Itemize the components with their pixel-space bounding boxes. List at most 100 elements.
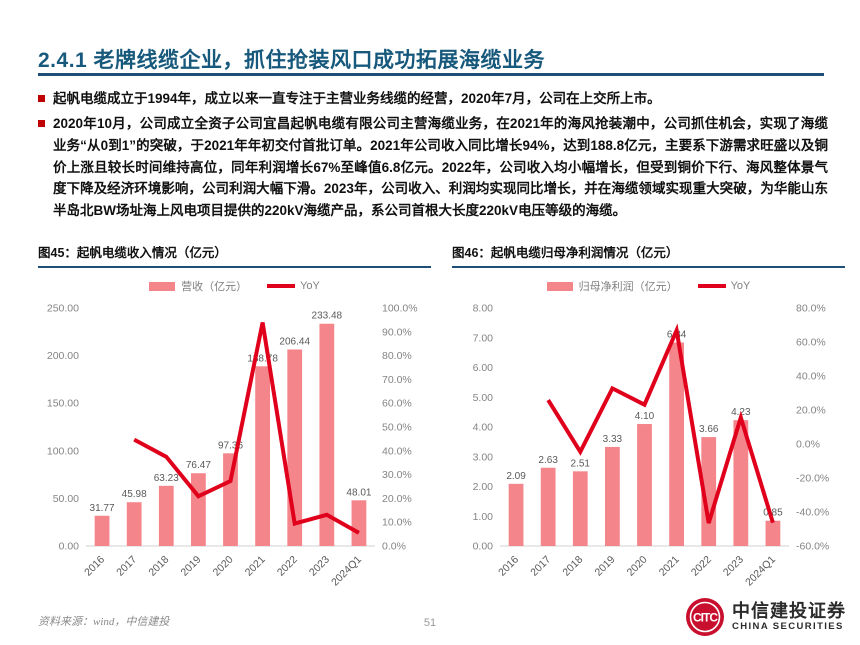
svg-text:150.00: 150.00 [47, 398, 79, 410]
brand-name-cn: 中信建投证券 [732, 600, 846, 621]
bullet-marker-icon [38, 119, 45, 127]
legend-line-swatch-icon [697, 284, 726, 288]
svg-text:50.00: 50.00 [53, 493, 79, 505]
svg-text:2019: 2019 [593, 554, 618, 579]
svg-text:3.00: 3.00 [473, 451, 494, 463]
svg-text:3.66: 3.66 [699, 424, 719, 435]
svg-text:60.0%: 60.0% [382, 398, 412, 410]
svg-text:2022: 2022 [275, 554, 300, 579]
svg-text:70.0%: 70.0% [382, 374, 412, 386]
svg-text:2.51: 2.51 [571, 458, 591, 469]
svg-text:250.00: 250.00 [47, 303, 79, 315]
svg-text:2.00: 2.00 [473, 481, 494, 493]
svg-text:2023: 2023 [307, 554, 332, 579]
svg-text:48.01: 48.01 [346, 487, 371, 498]
svg-text:40.0%: 40.0% [796, 371, 826, 383]
svg-text:2021: 2021 [243, 554, 268, 579]
svg-text:0.00: 0.00 [473, 541, 494, 553]
svg-text:4.00: 4.00 [473, 422, 494, 434]
bullet-marker-icon [38, 95, 45, 102]
bullet-item: 2020年10月，公司成立全资子公司宜昌起帆电缆有限公司主营海缆业务，在2021… [38, 113, 828, 222]
chart-legend: 营收（亿元） YoY [38, 278, 431, 294]
page-number: 51 [423, 617, 437, 629]
brand-name-en: CHINA SECURITIES [732, 621, 844, 633]
svg-text:0.85: 0.85 [763, 508, 783, 519]
svg-text:6.00: 6.00 [473, 362, 494, 374]
bullet-item: 起帆电缆成立于1994年，成立以来一直专注于主营业务线缆的经营，2020年7月，… [38, 88, 828, 110]
page-title: 2.4.1 老牌线缆企业，抓住抢装风口成功拓展海缆业务 [38, 49, 546, 73]
svg-text:60.0%: 60.0% [796, 337, 826, 349]
svg-text:2022: 2022 [689, 554, 714, 579]
bullet-text: 起帆电缆成立于1994年，成立以来一直专注于主营业务线缆的经营，2020年7月，… [53, 91, 661, 106]
bullet-text: 2020年10月，公司成立全资子公司宜昌起帆电缆有限公司主营海缆业务，在2021… [53, 115, 828, 219]
svg-text:-40.0%: -40.0% [796, 507, 829, 519]
svg-text:90.0%: 90.0% [382, 326, 412, 338]
svg-text:2018: 2018 [146, 554, 171, 579]
net-profit-chart: 0.00 1.00 2.00 3.00 4.00 5.00 6.00 7.00 8.00 -60.… [473, 303, 830, 589]
svg-text:20.0%: 20.0% [382, 493, 412, 505]
svg-text:2016: 2016 [82, 554, 107, 579]
legend-bar-swatch-icon [149, 281, 176, 291]
svg-text:63.23: 63.23 [154, 473, 179, 484]
svg-text:3.33: 3.33 [603, 434, 623, 445]
svg-text:7.00: 7.00 [473, 332, 494, 344]
svg-text:2018: 2018 [560, 554, 585, 579]
svg-text:-20.0%: -20.0% [796, 473, 829, 485]
legend-label: YoY [730, 280, 751, 292]
brand-text: 中信建投证券 CHINA SECURITIES [732, 600, 846, 633]
svg-text:233.48: 233.48 [312, 311, 343, 322]
svg-text:2019: 2019 [179, 554, 204, 579]
svg-text:0.0%: 0.0% [382, 541, 406, 553]
svg-text:31.77: 31.77 [90, 503, 115, 514]
svg-text:CITC: CITC [693, 611, 718, 625]
charts-row: 图45：起帆电缆收入情况（亿元） 营收（亿元） YoY 0.00 50.00 100… [38, 240, 845, 596]
svg-text:188.78: 188.78 [247, 353, 278, 364]
net-profit-chart-panel: 图46：起帆电缆归母净利润情况（亿元） 归母净利润（亿元） YoY 0.00 1.… [452, 240, 845, 596]
title-divider [38, 73, 824, 76]
svg-text:200.00: 200.00 [47, 350, 79, 362]
svg-text:0.0%: 0.0% [796, 439, 820, 451]
svg-text:2024Q1: 2024Q1 [329, 554, 364, 589]
svg-text:5.00: 5.00 [473, 392, 494, 404]
svg-text:20.0%: 20.0% [796, 405, 826, 417]
svg-text:10.0%: 10.0% [382, 517, 412, 529]
svg-text:2.09: 2.09 [506, 471, 526, 482]
svg-text:2024Q1: 2024Q1 [743, 554, 778, 589]
svg-text:76.47: 76.47 [186, 460, 211, 471]
svg-text:80.0%: 80.0% [796, 303, 826, 315]
legend-label: YoY [300, 280, 320, 292]
svg-text:2023: 2023 [721, 554, 746, 579]
svg-text:100.00: 100.00 [47, 445, 79, 457]
revenue-chart-panel: 图45：起帆电缆收入情况（亿元） 营收（亿元） YoY 0.00 50.00 100… [38, 240, 431, 596]
svg-text:2020: 2020 [625, 554, 650, 579]
legend-label: 营收（亿元） [181, 281, 248, 293]
svg-text:2021: 2021 [657, 554, 682, 579]
svg-text:1.00: 1.00 [473, 511, 494, 523]
svg-text:80.0%: 80.0% [382, 350, 412, 362]
svg-text:-60.0%: -60.0% [796, 541, 829, 553]
chart-caption: 图46：起帆电缆归母净利润情况（亿元） [452, 240, 845, 268]
svg-text:97.36: 97.36 [218, 440, 243, 451]
chart-legend: 归母净利润（亿元） YoY [452, 278, 845, 294]
svg-text:2016: 2016 [496, 554, 521, 579]
brand-logo: CITC 中信建投证券 CHINA SECURITIES [685, 597, 846, 637]
legend-bar-swatch-icon [546, 281, 573, 291]
legend-line-swatch-icon [267, 284, 296, 288]
svg-text:40.0%: 40.0% [382, 445, 412, 457]
svg-text:2017: 2017 [114, 554, 139, 579]
svg-text:0.00: 0.00 [59, 541, 80, 553]
svg-text:2020: 2020 [211, 554, 236, 579]
chart-caption: 图45：起帆电缆收入情况（亿元） [38, 240, 431, 268]
body-text: 起帆电缆成立于1994年，成立以来一直专注于主营业务线缆的经营，2020年7月，… [38, 88, 828, 225]
svg-text:50.0%: 50.0% [382, 422, 412, 434]
svg-text:4.10: 4.10 [635, 411, 655, 422]
svg-text:2.63: 2.63 [538, 455, 558, 466]
svg-text:8.00: 8.00 [473, 303, 494, 315]
svg-text:2017: 2017 [528, 554, 553, 579]
source-note: 资料来源：wind，中信建投 [38, 616, 170, 628]
revenue-chart: 0.00 50.00 100.00 150.00 200.00 250.00 0.0% 10.… [47, 303, 418, 589]
svg-text:206.44: 206.44 [279, 336, 310, 347]
legend-label: 归母净利润（亿元） [578, 281, 678, 293]
svg-text:100.0%: 100.0% [382, 303, 418, 315]
